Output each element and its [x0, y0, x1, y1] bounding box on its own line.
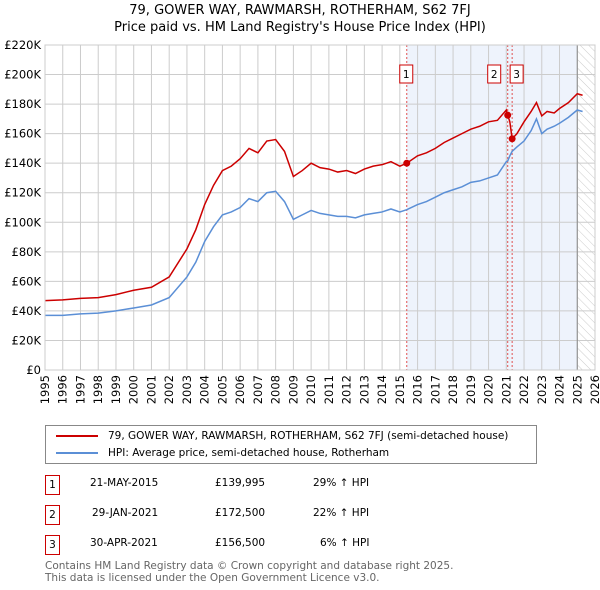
sale-label-box — [399, 64, 414, 84]
x-tick-label: 2005 — [215, 375, 229, 404]
x-tick-label: 2025 — [570, 375, 584, 404]
subtitle-line: Price paid vs. HM Land Registry's House … — [114, 20, 486, 35]
sale-price: £139,995 — [215, 477, 266, 489]
x-tick-label: 2018 — [446, 375, 460, 404]
x-tick-label: 1995 — [38, 375, 52, 404]
x-tick-label: 2024 — [553, 375, 567, 404]
sale-row: 1 21-MAY-2015 £139,995 29% ↑ HPI — [45, 475, 445, 495]
y-tick-label: £220K — [4, 38, 41, 52]
sale-label: 1 — [403, 69, 410, 81]
x-tick-label: 2026 — [588, 375, 600, 404]
x-tick-label: 2014 — [375, 375, 389, 404]
sale-price: £156,500 — [215, 537, 266, 549]
legend-swatch-property — [56, 435, 98, 437]
chart-title: 79, GOWER WAY, RAWMARSH, ROTHERHAM, S62 … — [0, 2, 600, 36]
x-tick-label: 1996 — [56, 375, 70, 404]
y-tick-label: £20K — [12, 333, 42, 347]
price-chart: 1995 1996 1997 1998 1999 2000 2001 2002 2003 2004… — [4, 38, 600, 404]
x-tick-label: 2004 — [198, 375, 212, 404]
y-tick-label: £100K — [4, 215, 41, 229]
x-tick-label: 2013 — [357, 375, 371, 404]
series-line-property — [44, 92, 583, 302]
series-line-hpi — [45, 109, 583, 317]
sale-hpi: 6% ↑ HPI — [320, 537, 370, 549]
x-tick-label: 1999 — [109, 375, 123, 404]
sale-marker: 1 — [45, 475, 60, 495]
x-tick-label: 1997 — [73, 375, 87, 404]
sale-label-box — [509, 64, 524, 84]
legend-label-hpi: HPI: Average price, semi-detached house,… — [108, 447, 390, 459]
y-tick-label: £160K — [4, 127, 41, 141]
sale-row: 3 30-APR-2021 £156,500 6% ↑ HPI — [45, 535, 445, 555]
sale-row: 2 29-JAN-2021 £172,500 22% ↑ HPI — [45, 505, 445, 525]
x-tick-label: 2002 — [162, 375, 176, 404]
y-tick-label: £140K — [4, 156, 41, 170]
sale-date: 21-MAY-2015 — [90, 477, 159, 489]
x-tick-label: 2009 — [286, 375, 300, 404]
sale-hpi: 29% ↑ HPI — [313, 477, 370, 489]
y-tick-label: £0 — [26, 363, 41, 377]
x-tick-label: 2012 — [340, 375, 354, 404]
y-tick-label: £180K — [4, 97, 41, 111]
sale-point — [508, 135, 516, 143]
x-tick-label: 2017 — [428, 375, 442, 404]
x-tick-label: 1998 — [91, 375, 105, 404]
x-tick-label: 2023 — [535, 375, 549, 404]
sale-label: 2 — [491, 69, 498, 81]
x-tick-label: 2019 — [464, 375, 478, 404]
x-tick-label: 2010 — [304, 375, 318, 404]
sale-point — [403, 159, 411, 167]
sale-hpi: 22% ↑ HPI — [313, 507, 370, 519]
attribution-line: Contains HM Land Registry data © Crown c… — [45, 560, 454, 572]
y-tick-label: £60K — [12, 274, 42, 288]
sale-label-box — [487, 64, 502, 84]
sale-date: 30-APR-2021 — [90, 537, 158, 549]
legend-label-property: 79, GOWER WAY, RAWMARSH, ROTHERHAM, S62 … — [108, 430, 509, 442]
x-tick-label: 2011 — [322, 375, 336, 404]
attribution-line: This data is licensed under the Open Gov… — [45, 572, 380, 584]
shaded-region — [406, 45, 578, 370]
legend: 79, GOWER WAY, RAWMARSH, ROTHERHAM, S62 … — [45, 425, 537, 464]
attribution: Contains HM Land Registry data © Crown c… — [45, 560, 453, 584]
y-tick-label: £80K — [12, 245, 42, 259]
x-tick-label: 2000 — [127, 375, 141, 404]
x-tick-label: 2022 — [517, 375, 531, 404]
x-tick-label: 2020 — [482, 375, 496, 404]
sale-marker: 3 — [45, 535, 60, 555]
x-tick-label: 2016 — [411, 375, 425, 404]
title-line: 79, GOWER WAY, RAWMARSH, ROTHERHAM, S62 … — [129, 3, 471, 18]
sale-marker: 2 — [45, 505, 60, 525]
y-tick-label: £40K — [12, 304, 42, 318]
legend-swatch-hpi — [56, 452, 98, 454]
sale-label: 3 — [513, 69, 520, 81]
y-tick-label: £200K — [4, 68, 41, 82]
x-tick-label: 2008 — [269, 375, 283, 404]
x-tick-label: 2007 — [251, 375, 265, 404]
sale-point — [504, 111, 512, 119]
sale-price: £172,500 — [215, 507, 266, 519]
x-tick-label: 2015 — [393, 375, 407, 404]
plot-frame — [44, 44, 596, 371]
x-tick-label: 2003 — [180, 375, 194, 404]
forecast-hatch — [577, 45, 595, 370]
x-tick-label: 2001 — [144, 375, 158, 404]
x-tick-label: 2021 — [499, 375, 513, 404]
y-tick-label: £120K — [4, 186, 41, 200]
sale-date: 29-JAN-2021 — [92, 507, 159, 519]
x-tick-label: 2006 — [233, 375, 247, 404]
